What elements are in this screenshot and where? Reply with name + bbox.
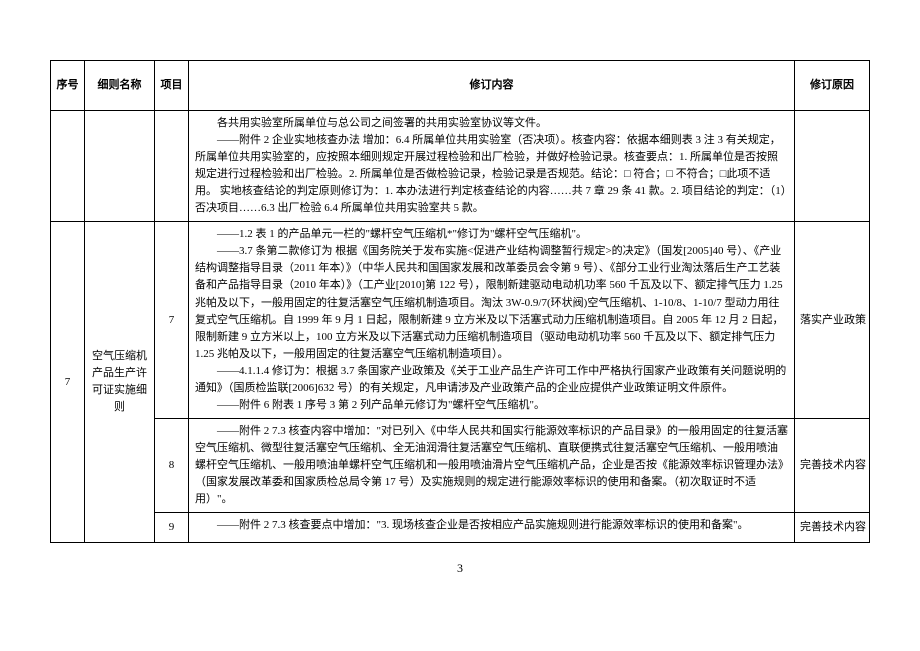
page-number: 3 (50, 561, 870, 576)
content-line: ——1.2 表 1 的产品单元一栏的"螺杆空气压缩机*"修订为"螺杆空气压缩机"… (195, 226, 788, 243)
content-line: ——附件 2 7.3 核查内容中增加："对已列入《中华人民共和国实行能源效率标识… (195, 423, 788, 508)
cell-name (85, 111, 155, 222)
content-line: ——附件 6 附表 1 序号 3 第 2 列产品单元修订为"螺杆空气压缩机"。 (195, 397, 788, 414)
cell-content: ——附件 2 7.3 核查内容中增加："对已列入《中华人民共和国实行能源效率标识… (189, 418, 795, 512)
cell-content: 各共用实验室所属单位与总公司之间签署的共用实验室协议等文件。 ——附件 2 企业… (189, 111, 795, 222)
content-line: ——附件 2 7.3 核查要点中增加："3. 现场核查企业是否按相应产品实施规则… (195, 517, 788, 534)
cell-name: 空气压缩机产品生产许可证实施细则 (85, 222, 155, 543)
content-line: ——3.7 条第二款修订为 根据《国务院关于发布实施<促进产业结构调整暂行规定>… (195, 243, 788, 362)
header-name: 细则名称 (85, 61, 155, 111)
cell-reason: 完善技术内容 (795, 418, 870, 512)
table-row: 9 ——附件 2 7.3 核查要点中增加："3. 现场核查企业是否按相应产品实施… (51, 513, 870, 543)
cell-seq (51, 111, 85, 222)
content-line: ——附件 2 企业实地核查办法 增加：6.4 所属单位共用实验室（否决项）。核查… (195, 132, 788, 217)
header-row: 序号 细则名称 项目 修订内容 修订原因 (51, 61, 870, 111)
cell-item: 8 (155, 418, 189, 512)
header-reason: 修订原因 (795, 61, 870, 111)
header-seq: 序号 (51, 61, 85, 111)
cell-content: ——1.2 表 1 的产品单元一栏的"螺杆空气压缩机*"修订为"螺杆空气压缩机"… (189, 222, 795, 419)
cell-item (155, 111, 189, 222)
table-row: 各共用实验室所属单位与总公司之间签署的共用实验室协议等文件。 ——附件 2 企业… (51, 111, 870, 222)
cell-content: ——附件 2 7.3 核查要点中增加："3. 现场核查企业是否按相应产品实施规则… (189, 513, 795, 543)
cell-item: 7 (155, 222, 189, 419)
revision-table: 序号 细则名称 项目 修订内容 修订原因 各共用实验室所属单位与总公司之间签署的… (50, 60, 870, 543)
table-body: 各共用实验室所属单位与总公司之间签署的共用实验室协议等文件。 ——附件 2 企业… (51, 111, 870, 543)
table-row: 8 ——附件 2 7.3 核查内容中增加："对已列入《中华人民共和国实行能源效率… (51, 418, 870, 512)
cell-reason (795, 111, 870, 222)
content-line: ——4.1.1.4 修订为：根据 3.7 条国家产业政策及《关于工业产品生产许可… (195, 363, 788, 397)
cell-reason: 落实产业政策 (795, 222, 870, 419)
content-line: 各共用实验室所属单位与总公司之间签署的共用实验室协议等文件。 (195, 115, 788, 132)
cell-item: 9 (155, 513, 189, 543)
header-item: 项目 (155, 61, 189, 111)
cell-seq: 7 (51, 222, 85, 543)
cell-reason: 完善技术内容 (795, 513, 870, 543)
header-content: 修订内容 (189, 61, 795, 111)
table-row: 7 空气压缩机产品生产许可证实施细则 7 ——1.2 表 1 的产品单元一栏的"… (51, 222, 870, 419)
